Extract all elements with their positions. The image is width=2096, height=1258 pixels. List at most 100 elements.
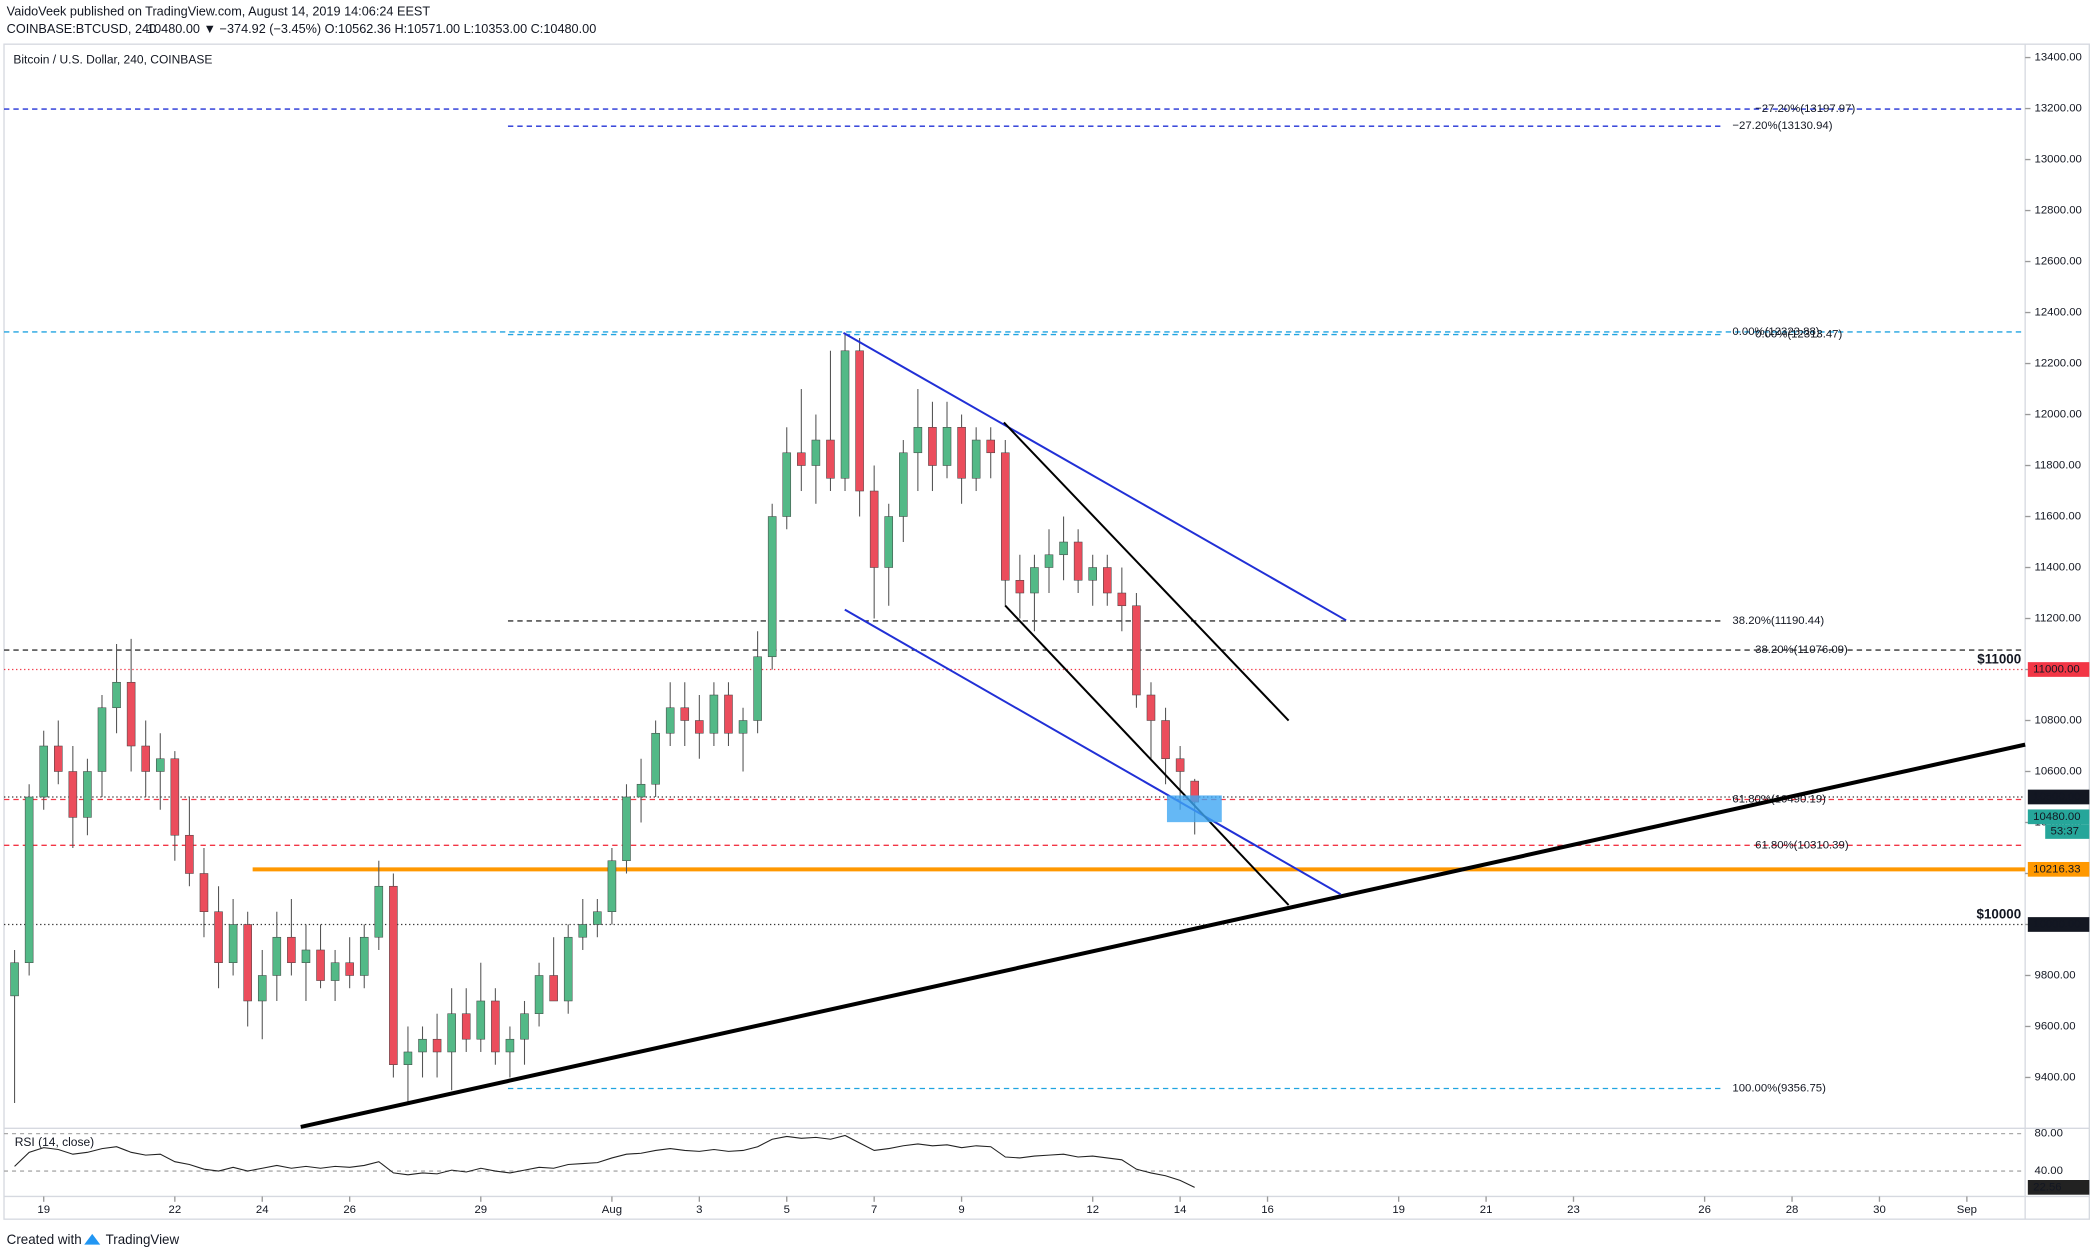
y-tick-label: 13000.00 [2035, 154, 2082, 166]
y-tick-label: 10800.00 [2035, 715, 2082, 727]
chart-title: Bitcoin / U.S. Dollar, 240, COINBASE [13, 52, 212, 66]
y-tick-label: 12200.00 [2035, 358, 2082, 370]
candle-body [869, 490, 879, 568]
price-label: 10000.00 [2033, 918, 2080, 930]
candle-body [1001, 452, 1010, 581]
candle-body [432, 1038, 442, 1053]
candle-body [491, 1000, 500, 1053]
candle-body [112, 681, 121, 709]
candle-body [185, 834, 194, 874]
price-label-box [2027, 662, 2090, 677]
x-tick-label: 5 [784, 1204, 790, 1216]
candle-body [228, 924, 238, 963]
candle-body [695, 720, 704, 734]
drawings [300, 332, 2026, 1129]
footer-text: Created with [7, 1232, 82, 1247]
level-label: 0.00%(12323.88) [1732, 326, 1819, 338]
rsi-last-box [2027, 1180, 2090, 1195]
x-tick-label: 19 [1392, 1204, 1405, 1216]
candle-body [24, 796, 34, 963]
price-label: 10500.00 [2033, 791, 2080, 803]
candle-body [301, 949, 311, 963]
levels: −27.20%(13197.97) −27.20%(13130.94) 0.00%(… [4, 103, 2026, 1094]
y-tick-label: 11600.00 [2035, 511, 2082, 523]
price-label-box [2027, 809, 2090, 825]
candle-body [563, 936, 573, 1002]
x-tick-label: 28 [1786, 1204, 1799, 1216]
rsi-line [14, 1134, 1195, 1188]
frame [3, 43, 2090, 1220]
candle-body [1161, 720, 1170, 760]
rsi-title: RSI (14, close) [15, 1135, 94, 1149]
candle-body [899, 452, 908, 517]
candle-body [797, 452, 806, 466]
level-label: 100.00%(9356.75) [1732, 1082, 1826, 1094]
candle-body [1088, 567, 1097, 581]
price-label: 11000.00 [2033, 664, 2080, 676]
wedge-line [1003, 421, 1290, 722]
candle-body [126, 681, 136, 747]
candle-body [986, 439, 995, 454]
candle-body [1103, 567, 1112, 594]
candle-body [520, 1013, 529, 1040]
candle-body [505, 1038, 515, 1053]
level-label: 38.20%(11190.44) [1732, 615, 1824, 627]
level-label: −27.20%(13130.94) [1732, 120, 1832, 132]
candle-body [359, 936, 369, 976]
candles [10, 332, 1199, 1103]
y-tick-label: 11800.00 [2035, 460, 2082, 472]
x-tick-label: 26 [343, 1204, 356, 1216]
candle-body [826, 439, 835, 479]
candle-body [447, 1013, 456, 1053]
trendline [300, 742, 2026, 1129]
candle-body [199, 873, 209, 913]
x-tick-label: 22 [169, 1204, 182, 1216]
price-label: 10480.00 [2033, 811, 2080, 823]
countdown-box [2045, 824, 2090, 839]
y-tick-label: 13200.00 [2035, 103, 2082, 115]
level-label: 0.00%(12313.47) [1755, 329, 1842, 341]
candle-body [1073, 541, 1083, 581]
candle-body [257, 975, 267, 1002]
x-tick-label: Aug [602, 1204, 622, 1216]
publisher: VaidoVeek published on TradingView.com, … [7, 4, 431, 18]
y-tick-label: 12400.00 [2035, 307, 2082, 319]
x-tick-label: Sep [1957, 1204, 1977, 1216]
price-label-box [2027, 789, 2090, 805]
candle-body [1015, 579, 1025, 594]
price-label-box [2027, 861, 2090, 877]
candle-body [461, 1013, 471, 1040]
rsi-tick-label: 40.00 [2035, 1165, 2063, 1177]
candle-body [10, 962, 19, 997]
candle-body [1044, 554, 1054, 568]
candle-body [665, 707, 675, 734]
quote: 10480.00 ▼ −374.92 (−3.45%) O:10562.36 H… [147, 22, 596, 36]
candle-body [418, 1038, 427, 1053]
y-tick-label: 9800.00 [2035, 969, 2076, 981]
y-tick-label: 12800.00 [2035, 205, 2082, 217]
candle-body [374, 885, 384, 938]
footer-brand: TradingView [106, 1232, 180, 1247]
channel-line [842, 332, 1347, 622]
rsi-tick-label: 80.00 [2035, 1128, 2063, 1140]
candle-body [622, 796, 631, 862]
candle-body [68, 771, 78, 818]
level-label: 61.80%(10310.39) [1755, 839, 1849, 851]
x-tick-label: 26 [1698, 1204, 1711, 1216]
candle-body [330, 962, 340, 981]
candle-body [170, 758, 180, 836]
candle-body [97, 707, 107, 772]
candle-body [971, 439, 981, 479]
candle-body [913, 427, 923, 454]
candle-body [287, 936, 296, 963]
y-tick-label: 11200.00 [2035, 613, 2082, 625]
candle-body [389, 885, 398, 1065]
candle-body [476, 1000, 486, 1040]
y-tick-label: 13400.00 [2035, 52, 2082, 64]
price-label-box [2027, 917, 2090, 932]
candle-body [928, 427, 937, 466]
candle-body [39, 745, 48, 798]
